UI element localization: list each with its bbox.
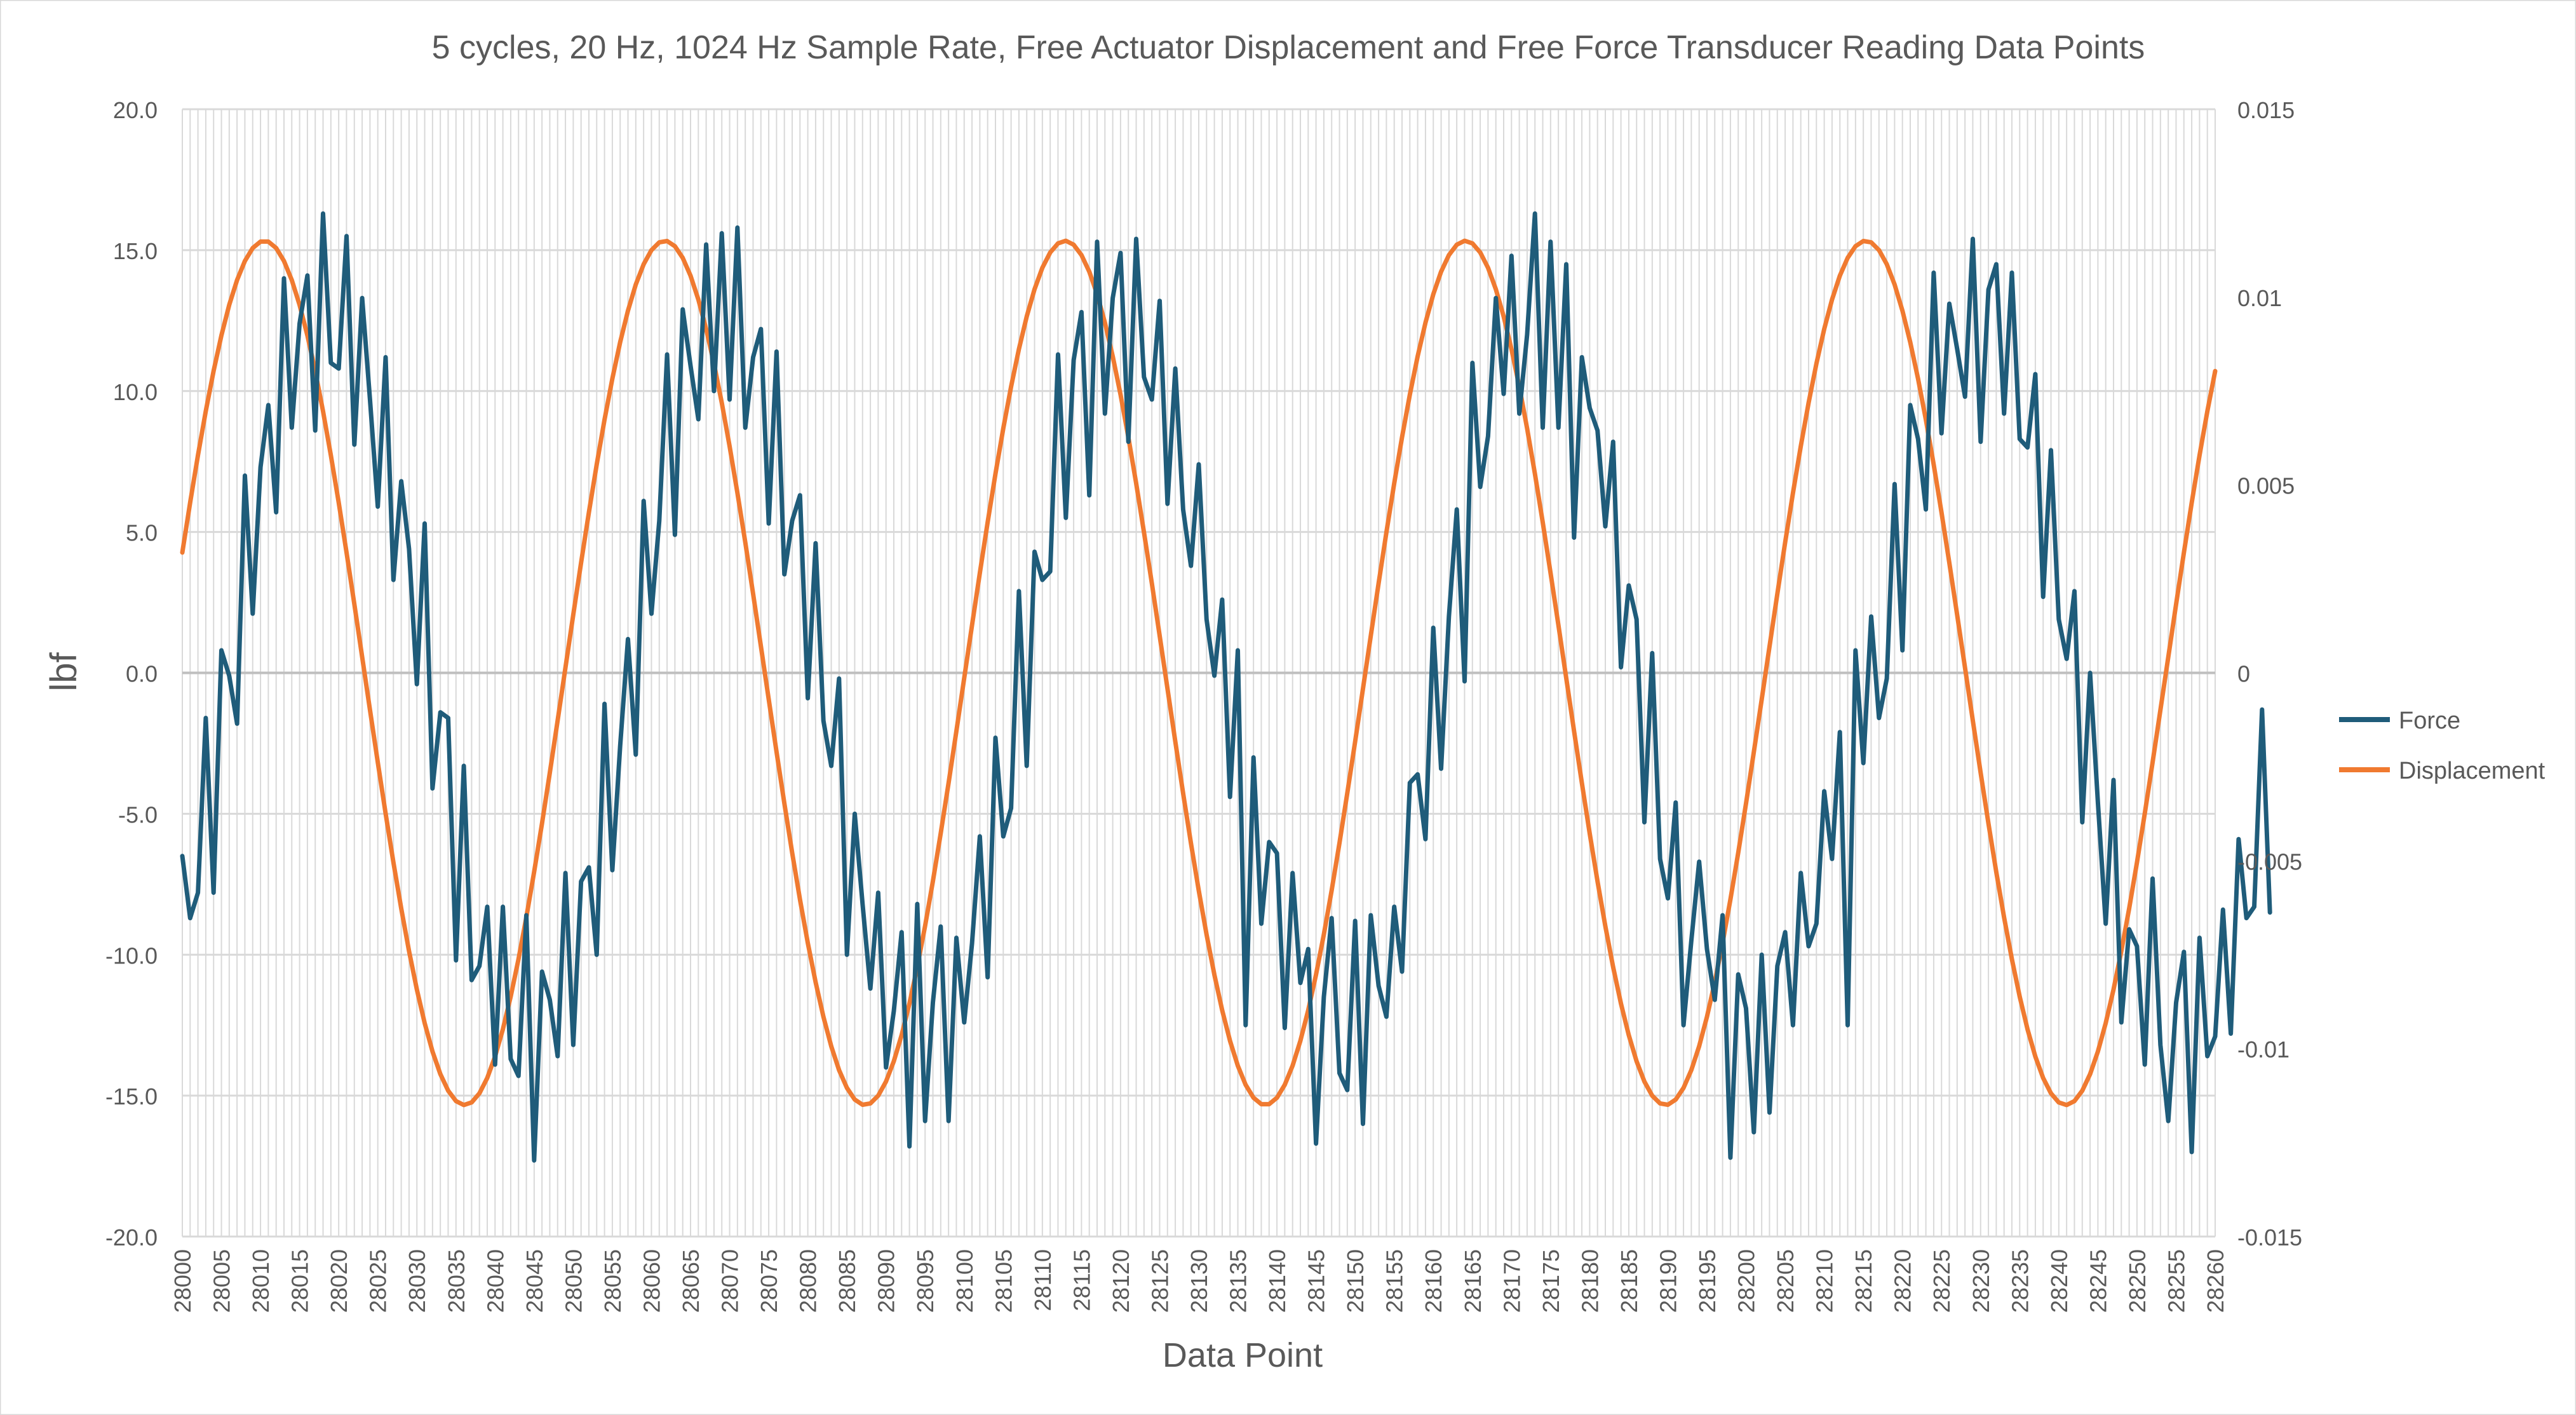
x-tick-label: 28240 (2046, 1249, 2072, 1313)
y2-tick-label: -0.015 (2237, 1224, 2302, 1251)
x-tick-label: 28015 (287, 1249, 313, 1313)
x-axis-label: Data Point (1163, 1336, 1323, 1374)
y-axis-label: lbf (43, 652, 84, 691)
x-tick-label: 28110 (1030, 1249, 1056, 1311)
legend: Force Displacement (2339, 708, 2546, 784)
x-tick-label: 28095 (912, 1249, 938, 1313)
x-tick-label: 28065 (678, 1249, 704, 1313)
x-tick-label: 28085 (834, 1249, 860, 1313)
x-tick-label: 28030 (404, 1249, 430, 1313)
x-tick-label: 28195 (1694, 1249, 1720, 1313)
x-tick-label: 28225 (1929, 1249, 1955, 1313)
force-series-line (180, 211, 2272, 1163)
x-tick-label: 28145 (1304, 1249, 1330, 1313)
x-tick-label: 28035 (443, 1249, 469, 1313)
x-tick-label: 28235 (2007, 1249, 2033, 1313)
x-tick-label: 28010 (248, 1249, 274, 1313)
x-tick-label: 28075 (756, 1249, 782, 1313)
y-axis-left-ticks: -20.0 -15.0 -10.0 -5.0 0.0 5.0 10.0 15.0 20.0 (105, 97, 158, 1251)
x-tick-label: 28135 (1225, 1249, 1251, 1313)
y2-tick-label: 0.015 (2237, 97, 2295, 123)
chart-title: 5 cycles, 20 Hz, 1024 Hz Sample Rate, Fr… (432, 29, 2145, 66)
y2-tick-label: -0.005 (2237, 848, 2302, 875)
y-tick-label: 0.0 (126, 661, 158, 687)
x-tick-label: 28140 (1264, 1249, 1290, 1313)
x-tick-label: 28150 (1342, 1249, 1368, 1313)
x-tick-label: 28255 (2163, 1249, 2189, 1313)
y-tick-label: 10.0 (113, 379, 158, 405)
x-tick-label: 28105 (990, 1249, 1016, 1313)
x-tick-label: 28040 (482, 1249, 508, 1313)
legend-force-label: Force (2399, 708, 2460, 734)
y-tick-label: -20.0 (105, 1224, 158, 1251)
x-tick-label: 28005 (209, 1249, 235, 1313)
x-tick-label: 28205 (1772, 1249, 1798, 1313)
y-tick-label: 5.0 (126, 520, 158, 546)
x-tick-label: 28190 (1655, 1249, 1681, 1313)
x-tick-label: 28210 (1812, 1249, 1838, 1313)
x-tick-label: 28060 (638, 1249, 664, 1313)
y2-tick-label: 0 (2237, 661, 2250, 687)
x-tick-label: 28050 (560, 1249, 586, 1313)
y-tick-label: 20.0 (113, 97, 158, 123)
x-tick-label: 28120 (1108, 1249, 1134, 1313)
series-layer (180, 211, 2272, 1163)
x-tick-label: 28185 (1616, 1249, 1642, 1313)
legend-displacement-label: Displacement (2399, 758, 2546, 784)
x-axis-ticks: 28000 28005 28010 28015 28020 28025 28030 28035… (170, 1249, 2229, 1313)
x-tick-label: 28020 (326, 1249, 352, 1313)
x-tick-label: 28070 (717, 1249, 743, 1313)
y-tick-label: -15.0 (105, 1083, 158, 1110)
x-tick-label: 28080 (795, 1249, 821, 1313)
y-axis-right-ticks: -0.015 -0.01 -0.005 0 0.005 0.01 0.015 (2237, 97, 2302, 1251)
x-tick-label: 28200 (1734, 1249, 1760, 1313)
x-tick-label: 28160 (1420, 1249, 1446, 1313)
y2-tick-label: 0.005 (2237, 473, 2295, 499)
x-tick-label: 28215 (1851, 1249, 1877, 1313)
x-tick-label: 28055 (600, 1249, 626, 1313)
x-tick-label: 28220 (1890, 1249, 1916, 1313)
x-tick-label: 28170 (1499, 1249, 1525, 1313)
x-tick-label: 28125 (1147, 1249, 1173, 1313)
x-tick-label: 28090 (873, 1249, 900, 1313)
x-tick-label: 28260 (2202, 1249, 2229, 1313)
x-tick-label: 28250 (2124, 1249, 2150, 1313)
x-tick-label: 28025 (365, 1249, 391, 1313)
x-tick-label: 28175 (1538, 1249, 1564, 1313)
x-tick-label: 28045 (522, 1249, 548, 1313)
y2-tick-label: 0.01 (2237, 285, 2282, 311)
y-tick-label: -5.0 (118, 801, 158, 828)
x-tick-label: 28100 (952, 1249, 978, 1313)
y2-tick-label: -0.01 (2237, 1036, 2289, 1063)
y-tick-label: 15.0 (113, 238, 158, 264)
x-tick-label: 28180 (1577, 1249, 1603, 1313)
x-tick-label: 28000 (170, 1249, 196, 1313)
x-tick-label: 28155 (1382, 1249, 1408, 1313)
x-tick-label: 28245 (2085, 1249, 2111, 1313)
y-tick-label: -10.0 (105, 942, 158, 969)
x-tick-label: 28130 (1186, 1249, 1212, 1313)
displacement-series-line (180, 238, 2218, 1108)
x-tick-label: 28165 (1460, 1249, 1486, 1313)
x-tick-label: 28115 (1069, 1249, 1095, 1311)
x-tick-label: 28230 (1968, 1249, 1994, 1313)
